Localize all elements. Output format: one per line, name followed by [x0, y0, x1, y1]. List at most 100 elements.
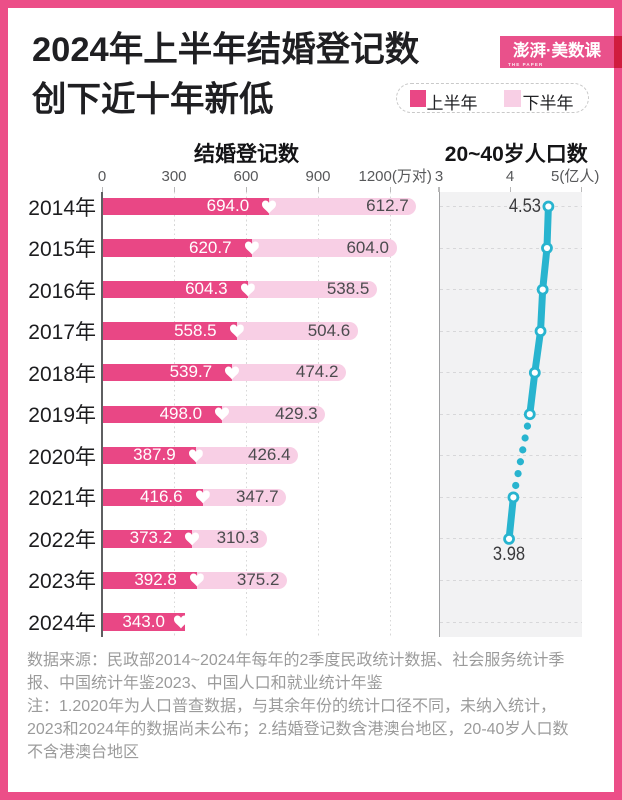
- legend-label-first-half: 上半年: [426, 93, 478, 113]
- bar-first-half: [102, 488, 203, 507]
- bar-first-half-value: 604.3: [185, 279, 228, 299]
- heart-icon-shape: [229, 324, 244, 338]
- x-axis-tick: [389, 186, 391, 192]
- heart-icon: [240, 283, 255, 297]
- publisher-logo-text: 澎湃·美数课: [513, 42, 601, 60]
- bar-first-half: [102, 405, 223, 423]
- publisher-logo-subtext: THE PAPER: [508, 61, 544, 67]
- publisher-logo: 澎湃·美数课 THE PAPER: [500, 36, 614, 68]
- heart-icon-shape: [174, 615, 189, 629]
- x-axis-label: 1200(万对): [358, 167, 432, 185]
- bar-first-half-value: 373.2: [129, 528, 173, 548]
- bar-first-half: [102, 571, 197, 590]
- bar-second-half: [232, 364, 346, 382]
- population-first-value-label: 4.53: [508, 196, 541, 217]
- x-axis-tick: [173, 186, 175, 192]
- gridline-horizontal: [440, 621, 582, 623]
- bar-first-half: [102, 322, 237, 340]
- gridline-vertical: [389, 192, 392, 637]
- bar-first-half: [102, 530, 193, 548]
- heart-icon-shape: [262, 200, 277, 213]
- x-axis-tick: [245, 186, 247, 192]
- page-title: 2024年上半年结婚登记数 创下近十年新低: [32, 31, 420, 119]
- bar-first-half-value: 558.5: [174, 320, 217, 340]
- heart-icon-shape: [225, 366, 240, 380]
- x-axis-label: 5(亿人): [551, 167, 600, 185]
- year-label: 2014年: [28, 196, 96, 220]
- x-axis-label: 600: [233, 167, 259, 185]
- x-axis-label: 0: [97, 167, 107, 185]
- bar-second-half-value: 474.2: [295, 362, 339, 382]
- heart-icon-shape: [244, 241, 259, 255]
- bar-second-half: [236, 322, 358, 340]
- heart-icon: [244, 241, 259, 255]
- x-axis-label: 4: [505, 167, 515, 185]
- heart-icon: [215, 407, 230, 421]
- bar-second-half-value: 375.2: [236, 569, 280, 589]
- heart-icon-shape: [195, 490, 210, 504]
- bar-second-half-value: 310.3: [216, 528, 260, 548]
- bar-first-half-value: 343.0: [122, 611, 165, 631]
- heart-icon: [185, 532, 200, 546]
- x-axis-tick: [101, 186, 103, 192]
- x-axis-label: 900: [305, 167, 331, 185]
- year-label: 2023年: [28, 570, 96, 594]
- heart-icon-shape: [185, 532, 200, 546]
- bar-chart-title: 结婚登记数: [194, 143, 299, 166]
- x-axis-tick: [509, 186, 512, 192]
- heart-icon: [195, 490, 210, 504]
- bar-first-half-value: 387.9: [133, 445, 176, 465]
- bar-first-half: [102, 613, 185, 631]
- bar-chart-axis-line: [101, 192, 103, 637]
- bar-second-half: [247, 280, 377, 299]
- bar-second-half: [222, 405, 326, 423]
- bar-second-half: [202, 488, 287, 507]
- bar-second-half: [251, 239, 397, 257]
- gridline-horizontal: [440, 413, 582, 415]
- bar-first-half-value: 620.7: [189, 237, 232, 257]
- year-label: 2021年: [28, 487, 96, 511]
- bar-first-half-value: 392.8: [134, 569, 177, 589]
- bar-first-half: [102, 239, 252, 257]
- gridline-horizontal: [440, 206, 582, 208]
- bar-second-half: [269, 197, 417, 216]
- gridline-horizontal: [440, 579, 582, 582]
- population-last-value-label: 3.98: [492, 544, 526, 566]
- heart-icon-shape: [188, 449, 203, 463]
- heart-icon: [225, 366, 240, 380]
- heart-icon: [188, 449, 203, 463]
- gridline-horizontal: [440, 289, 582, 291]
- x-axis-tick: [438, 186, 440, 192]
- year-label: 2024年: [28, 612, 96, 635]
- heart-icon: [189, 573, 204, 587]
- x-axis-label: 300: [161, 167, 187, 185]
- heart-icon-shape: [189, 573, 204, 587]
- bar-second-half-value: 612.7: [366, 196, 409, 215]
- legend: 上半年 下半年: [396, 83, 589, 113]
- bar-second-half-value: 429.3: [275, 403, 318, 423]
- gridline-horizontal: [440, 247, 582, 249]
- bar-second-half-value: 604.0: [346, 237, 390, 257]
- line-chart-axis-line: [438, 192, 441, 637]
- heart-icon: [229, 324, 244, 338]
- bar-second-half: [195, 447, 299, 465]
- legend-swatch-first-half: [409, 90, 426, 107]
- x-axis-tick: [317, 186, 319, 192]
- bar-first-half-value: 416.6: [140, 486, 183, 506]
- bar-first-half-value: 539.7: [169, 362, 213, 382]
- bar-first-half: [102, 280, 248, 299]
- gridline-horizontal: [440, 455, 582, 457]
- bar-second-half-value: 504.6: [307, 320, 351, 340]
- gridline-horizontal: [440, 330, 582, 332]
- bar-second-half: [192, 530, 267, 548]
- year-label: 2017年: [28, 321, 96, 345]
- heart-icon-shape: [215, 407, 230, 421]
- gridline-horizontal: [440, 538, 582, 540]
- bar-second-half-value: 538.5: [326, 279, 370, 299]
- bar-first-half: [102, 197, 270, 216]
- bar-first-half-value: 694.0: [206, 196, 250, 215]
- bar-second-half-value: 347.7: [235, 486, 279, 506]
- year-label: 2019年: [28, 404, 96, 428]
- gridline-horizontal: [440, 496, 582, 498]
